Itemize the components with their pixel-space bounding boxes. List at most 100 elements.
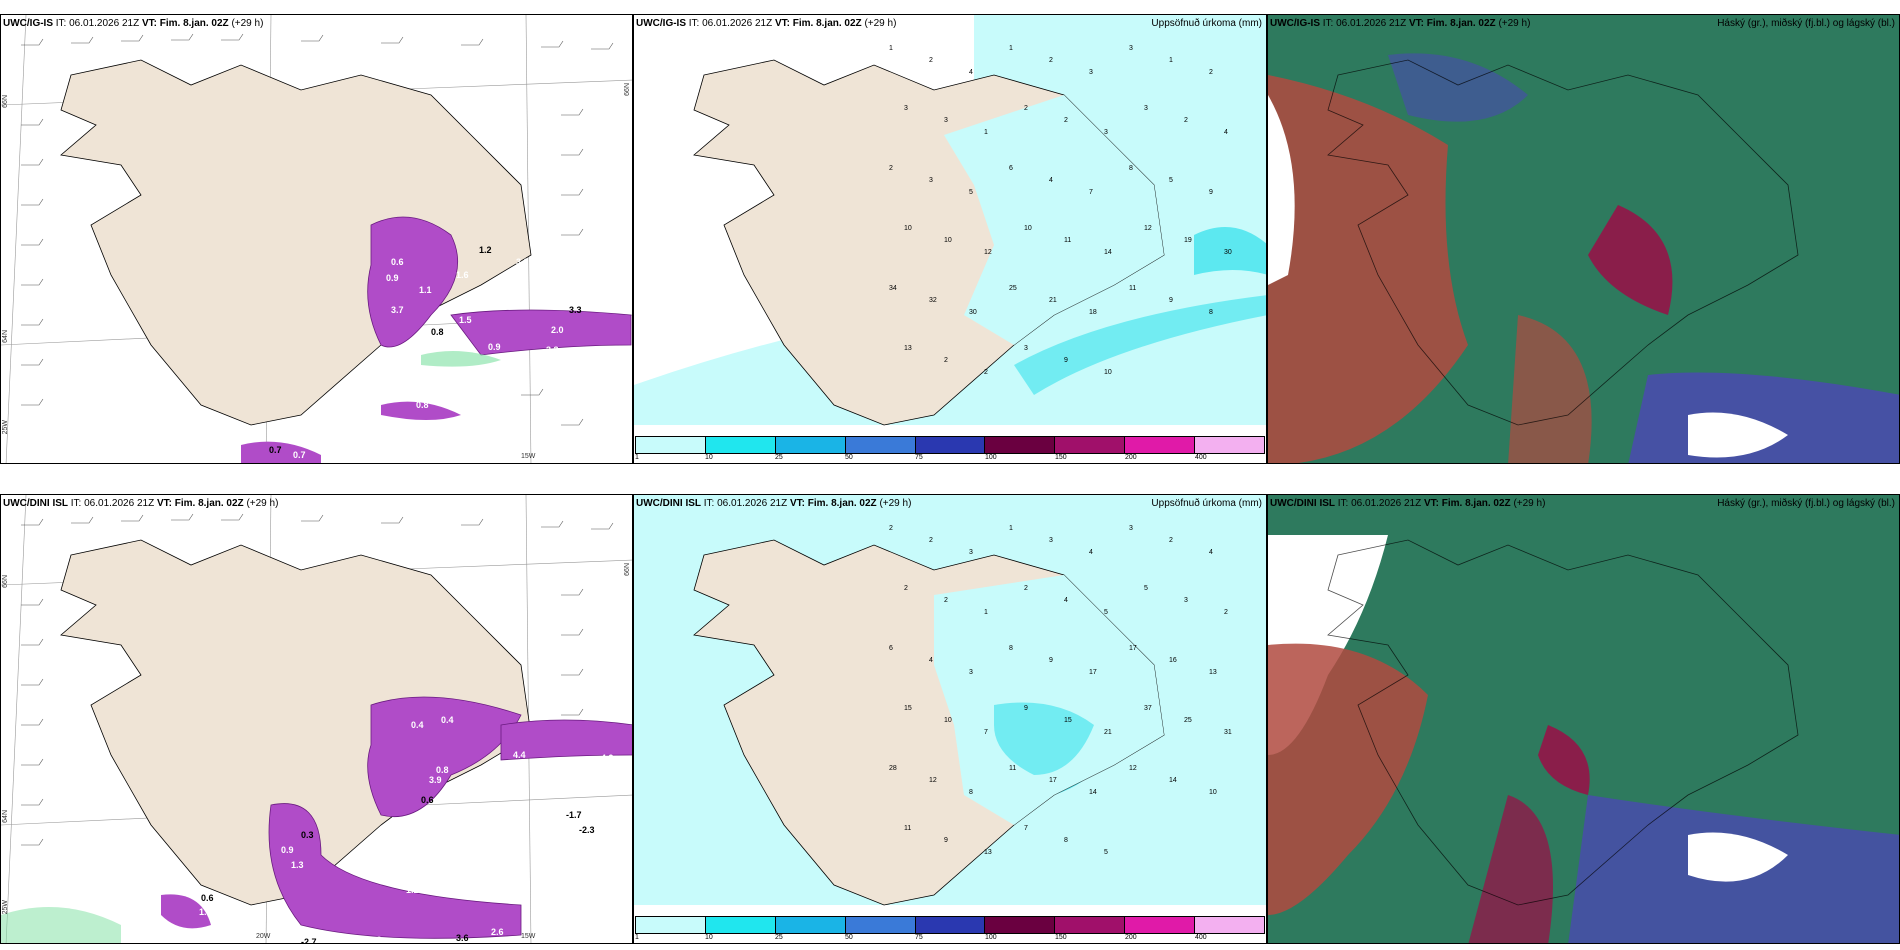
precip-value: 13 bbox=[984, 849, 992, 856]
precip-value: 1 bbox=[1009, 525, 1013, 532]
legend-tick: 100 bbox=[985, 934, 997, 941]
legend-ticks: 1 10 25 50 75 100 150 200 400 bbox=[635, 934, 1265, 943]
temperature-value: 0.8 bbox=[431, 327, 444, 337]
precip-value: 4 bbox=[969, 69, 973, 76]
temperature-value: 0.8 bbox=[436, 765, 449, 775]
row2-temperature-panel: UWC/DINI ISL IT: 06.01.2026 21Z VT: Fim.… bbox=[0, 494, 633, 944]
precip-value: 16 bbox=[1169, 657, 1177, 664]
lat-label: 64N bbox=[2, 330, 9, 343]
precip-value: 1 bbox=[984, 609, 988, 616]
temperature-value: 1.4 bbox=[471, 370, 484, 380]
precip-value: 17 bbox=[1089, 669, 1097, 676]
temperature-value: 0.9 bbox=[281, 845, 294, 855]
legend-swatch bbox=[1195, 437, 1265, 453]
precip-value: 3 bbox=[904, 105, 908, 112]
precip-value: 2 bbox=[984, 369, 988, 376]
lon-label: 15W bbox=[521, 933, 536, 940]
legend-swatch bbox=[915, 437, 986, 453]
precip-value: 4 bbox=[929, 657, 933, 664]
precip-value: 13 bbox=[1209, 669, 1217, 676]
precip-value: 5 bbox=[1104, 609, 1108, 616]
legend-tick: 75 bbox=[914, 454, 923, 461]
precip-value: 2 bbox=[889, 165, 893, 172]
precip-value: 21 bbox=[1104, 729, 1112, 736]
precip-value: 3 bbox=[944, 117, 948, 124]
precip-value: 6 bbox=[889, 645, 893, 652]
precip-value: 3 bbox=[1144, 105, 1148, 112]
precip-value: 30 bbox=[969, 309, 977, 316]
row1-temperature-panel: UWC/IG-IS IT: 06.01.2026 21Z VT: Fim. 8.… bbox=[0, 14, 633, 464]
precip-value: 9 bbox=[1024, 705, 1028, 712]
precip-value: 14 bbox=[1089, 789, 1097, 796]
precip-value: 5 bbox=[1144, 585, 1148, 592]
temperature-map bbox=[1, 15, 632, 463]
temperature-value: 1.2 bbox=[479, 245, 492, 255]
temperature-map bbox=[1, 495, 632, 943]
legend-swatch bbox=[775, 437, 846, 453]
precip-value: 8 bbox=[1009, 645, 1013, 652]
lon-label: 66N bbox=[624, 563, 631, 576]
legend-tick: 1 bbox=[635, 934, 639, 941]
precip-value: 11 bbox=[1064, 237, 1072, 244]
precip-value: 17 bbox=[1049, 777, 1057, 784]
legend-tick: 50 bbox=[845, 934, 853, 941]
precip-value: 11 bbox=[1009, 765, 1017, 772]
legend-tick: 25 bbox=[774, 454, 783, 461]
temperature-value: 3.6 bbox=[456, 933, 469, 943]
precip-value: 2 bbox=[929, 57, 933, 64]
cloud-map bbox=[1268, 495, 1899, 943]
precip-map bbox=[634, 495, 1266, 906]
precip-value: 3 bbox=[969, 549, 973, 556]
precip-value: 21 bbox=[1049, 297, 1057, 304]
precip-value: 2 bbox=[1064, 117, 1068, 124]
precip-value: 8 bbox=[1064, 837, 1068, 844]
legend-tick: 100 bbox=[985, 454, 997, 461]
precip-value: 3 bbox=[1104, 129, 1108, 136]
precip-value: 1 bbox=[889, 45, 893, 52]
precip-value: 12 bbox=[929, 777, 937, 784]
precip-value: 25 bbox=[1184, 717, 1192, 724]
precip-value: 2 bbox=[1169, 537, 1173, 544]
temperature-value: 0.4 bbox=[486, 940, 499, 943]
panel-title: UWC/IG-IS IT: 06.01.2026 21Z VT: Fim. 8.… bbox=[636, 18, 897, 29]
precip-value: 3 bbox=[1049, 537, 1053, 544]
legend-swatch bbox=[1055, 437, 1126, 453]
legend-tick: 75 bbox=[914, 934, 923, 941]
temperature-value: 0.9 bbox=[488, 342, 501, 352]
temperature-value: 0.7 bbox=[293, 450, 306, 460]
precip-value: 10 bbox=[944, 717, 952, 724]
legend-tick: 10 bbox=[704, 934, 713, 941]
row1-cloud-panel: UWC/IG-IS IT: 06.01.2026 21Z VT: Fim. 8.… bbox=[1267, 14, 1900, 464]
precip-value: 11 bbox=[904, 825, 912, 832]
precip-value: 15 bbox=[904, 705, 912, 712]
temperature-value: 0.3 bbox=[301, 830, 314, 840]
temperature-value: 3.9 bbox=[429, 775, 442, 785]
legend-swatch bbox=[636, 917, 706, 933]
precip-value: 1 bbox=[1169, 57, 1173, 64]
temperature-value: 1.5 bbox=[459, 315, 472, 325]
legend-swatch bbox=[985, 917, 1056, 933]
precip-value: 2 bbox=[1224, 609, 1228, 616]
precip-value: 2 bbox=[944, 597, 948, 604]
precip-value: 2 bbox=[1024, 105, 1028, 112]
temperature-value: 0.6 bbox=[421, 795, 434, 805]
row2-cloud-panel: UWC/DINI ISL IT: 06.01.2026 21Z VT: Fim.… bbox=[1267, 494, 1900, 944]
temperature-value: 1.1 bbox=[419, 285, 432, 295]
temperature-value: 0.7 bbox=[446, 430, 459, 440]
precip-value: 3 bbox=[969, 669, 973, 676]
precip-value: 10 bbox=[1209, 789, 1217, 796]
legend-tick: 150 bbox=[1055, 934, 1067, 941]
lat-label: 64N bbox=[2, 810, 9, 823]
precip-value: 2 bbox=[944, 357, 948, 364]
precip-value: 18 bbox=[1089, 309, 1097, 316]
legend-tick: 400 bbox=[1194, 454, 1207, 461]
temperature-value: -1.7 bbox=[566, 810, 582, 820]
precip-value: 2 bbox=[1024, 585, 1028, 592]
temperature-value: 2.6 bbox=[491, 927, 504, 937]
row1-precip-panel: UWC/IG-IS IT: 06.01.2026 21Z VT: Fim. 8.… bbox=[633, 14, 1267, 464]
panel-title: UWC/IG-IS IT: 06.01.2026 21Z VT: Fim. 8.… bbox=[3, 18, 264, 29]
precip-value: 9 bbox=[1169, 297, 1173, 304]
temperature-value: 4.4 bbox=[513, 750, 526, 760]
legend-bar bbox=[635, 916, 1265, 934]
temperature-value: 3.3 bbox=[431, 941, 444, 943]
